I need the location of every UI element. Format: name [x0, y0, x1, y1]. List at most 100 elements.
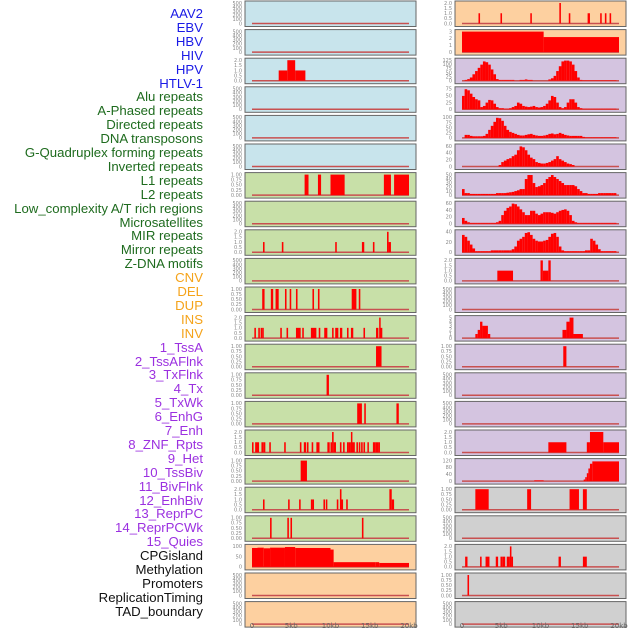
y-tick-label: 0.5 — [444, 16, 452, 22]
data-bar — [482, 193, 486, 196]
data-bar — [506, 207, 510, 224]
data-bar — [522, 135, 525, 138]
data-bar — [501, 120, 504, 138]
data-bar — [537, 215, 541, 224]
data-bar — [514, 154, 517, 167]
data-bar — [527, 79, 531, 81]
data-bar — [269, 442, 271, 453]
data-bar — [550, 175, 554, 196]
y-tick-label: 100 — [442, 618, 452, 624]
data-bar — [280, 327, 282, 339]
data-bar — [574, 102, 578, 110]
data-bar — [590, 108, 593, 110]
y-tick-label: 0.50 — [231, 526, 242, 532]
y-tick-label: 400 — [232, 5, 242, 11]
y-tick-label: 1.0 — [234, 440, 242, 446]
y-tick-label: 0.25 — [231, 388, 242, 394]
data-bar — [564, 134, 567, 138]
data-bar — [341, 499, 344, 510]
data-bar — [527, 232, 531, 253]
data-bar — [364, 403, 366, 424]
data-bar — [553, 97, 557, 110]
y-tick-label: 0.5 — [444, 560, 452, 566]
y-tick-label: 0.25 — [441, 502, 452, 508]
legend-item: 13_ReprPC — [134, 506, 203, 522]
y-tick-label: 100 — [232, 275, 242, 281]
track-panel: 0.00.51.01.52.0 — [234, 429, 417, 456]
x-tick-label: 10kb — [322, 622, 340, 630]
data-bar — [600, 108, 604, 110]
data-bar — [598, 137, 601, 138]
legend-item: Mirror repeats — [120, 242, 203, 258]
y-tick-label: 0.0 — [444, 279, 452, 285]
data-bar — [548, 260, 551, 281]
y-tick-label: 50 — [446, 172, 452, 178]
data-bar — [469, 222, 473, 224]
data-bar — [524, 150, 528, 167]
data-bar — [332, 327, 334, 339]
data-bar — [263, 548, 271, 567]
data-bar — [548, 133, 551, 138]
y-tick-label: 0 — [449, 50, 452, 56]
data-bar — [611, 108, 614, 110]
data-bar — [488, 99, 491, 110]
legend-item: DUP — [175, 297, 203, 313]
track-panel: 0 20 40 — [446, 229, 627, 256]
data-bar — [584, 108, 588, 110]
data-bar — [496, 79, 499, 81]
data-bar — [289, 289, 292, 310]
data-bar — [561, 133, 565, 138]
y-tick-label: 0.75 — [231, 349, 242, 355]
data-bar — [558, 556, 561, 567]
y-tick-label: 2.0 — [234, 230, 242, 236]
data-bar — [519, 135, 523, 138]
y-tick-label: 400 — [442, 377, 452, 383]
data-bar — [361, 442, 363, 453]
track-panel: 0.00.51.01.52.0 — [444, 257, 627, 285]
data-bar — [587, 137, 591, 138]
data-bar — [358, 289, 361, 310]
data-bar — [339, 327, 343, 339]
data-bar — [330, 174, 345, 196]
data-bar — [564, 185, 567, 196]
data-bar — [284, 547, 296, 567]
data-bar — [475, 222, 478, 224]
data-bar — [469, 93, 473, 110]
data-bar — [530, 133, 533, 138]
data-bar — [469, 77, 473, 81]
y-tick-label: 0.5 — [444, 445, 452, 451]
panel-background — [454, 286, 627, 313]
x-tick-label: 5kb — [495, 622, 509, 630]
data-bar — [600, 137, 604, 138]
data-bar — [252, 547, 258, 567]
data-bar — [569, 135, 572, 138]
data-bar — [540, 185, 544, 196]
y-tick-label: 0.75 — [231, 178, 242, 184]
data-bar — [475, 334, 478, 339]
y-tick-label: 0.5 — [234, 445, 242, 451]
data-bar — [595, 244, 599, 253]
y-tick-label: 0.00 — [231, 393, 242, 399]
data-bar — [592, 240, 596, 253]
y-tick-label: 0.50 — [231, 383, 242, 389]
data-bar — [286, 327, 289, 339]
track-panel: 0.00.51.01.52.0 — [444, 543, 627, 571]
legend-item: INS — [181, 311, 203, 327]
data-bar — [524, 215, 528, 224]
panel-background — [244, 515, 417, 542]
data-bar — [379, 327, 383, 339]
y-tick-label: 400 — [232, 34, 242, 40]
data-bar — [582, 222, 585, 224]
legend-item: AAV2 — [170, 6, 203, 21]
data-bar — [522, 212, 525, 224]
data-bar — [586, 473, 589, 482]
data-bar — [558, 159, 562, 167]
data-bar — [252, 442, 254, 453]
data-bar — [609, 13, 612, 24]
y-tick-label: 0.0 — [234, 508, 242, 514]
y-tick-label: 1.0 — [234, 326, 242, 332]
